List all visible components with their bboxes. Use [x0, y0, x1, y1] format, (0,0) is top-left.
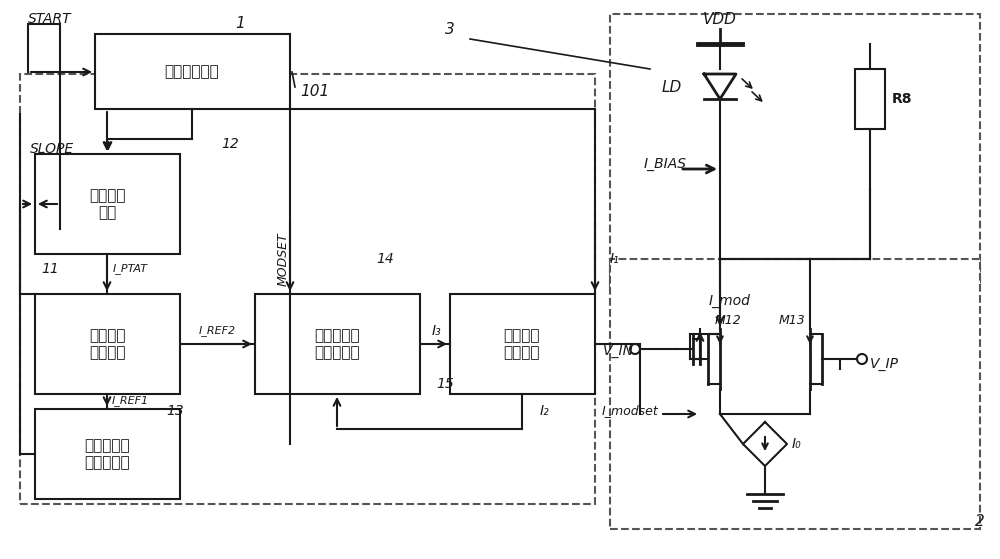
Bar — [35, 154, 180, 254]
Text: V_IN: V_IN — [602, 344, 634, 358]
Text: I₃: I₃ — [432, 324, 442, 338]
Text: I₀: I₀ — [792, 437, 802, 451]
Text: V_IP: V_IP — [870, 357, 899, 371]
Text: 15: 15 — [436, 377, 454, 391]
Text: I₁: I₁ — [610, 252, 620, 266]
Text: M13: M13 — [778, 315, 805, 328]
Text: I_PTAT: I_PTAT — [112, 263, 148, 274]
Bar — [20, 74, 595, 504]
Text: M12: M12 — [715, 315, 741, 328]
Bar — [855, 69, 885, 129]
Text: 2: 2 — [975, 514, 985, 528]
Text: 3: 3 — [445, 21, 455, 36]
Text: 微处理器单元: 微处理器单元 — [165, 64, 219, 79]
Bar — [35, 409, 180, 499]
Text: 12: 12 — [221, 137, 239, 151]
Text: I_mod: I_mod — [709, 294, 751, 308]
Text: I₂: I₂ — [540, 404, 550, 418]
Text: 11: 11 — [41, 262, 59, 276]
Text: 1: 1 — [235, 17, 245, 31]
Polygon shape — [743, 422, 787, 466]
Bar — [35, 294, 180, 394]
Text: START: START — [28, 12, 72, 26]
Text: MODSET: MODSET — [276, 232, 290, 286]
Text: R8: R8 — [892, 92, 912, 106]
Text: I_REF1: I_REF1 — [111, 396, 149, 406]
Text: 斜率设定
模块: 斜率设定 模块 — [89, 188, 125, 220]
Text: 101: 101 — [300, 84, 330, 100]
Text: I_modset: I_modset — [602, 405, 658, 418]
Text: 13: 13 — [166, 404, 184, 418]
Text: 14: 14 — [376, 252, 394, 266]
Bar — [255, 294, 420, 394]
Text: I_REF2: I_REF2 — [198, 325, 236, 337]
Bar — [610, 14, 980, 289]
Text: 偏置电流
产生模块: 偏置电流 产生模块 — [89, 328, 125, 360]
Text: LD: LD — [662, 79, 682, 94]
Text: 调制电流
产生模块: 调制电流 产生模块 — [504, 328, 540, 360]
Text: 基本调制电
流产生模块: 基本调制电 流产生模块 — [314, 328, 360, 360]
Bar — [450, 294, 595, 394]
Bar — [610, 259, 980, 529]
Text: I_BIAS: I_BIAS — [644, 157, 686, 171]
Text: VDD: VDD — [703, 12, 737, 26]
Text: SLOPE: SLOPE — [30, 142, 74, 156]
Polygon shape — [704, 74, 736, 99]
Bar — [95, 34, 290, 109]
Text: 起始补偿温
度设定模块: 起始补偿温 度设定模块 — [84, 438, 130, 470]
